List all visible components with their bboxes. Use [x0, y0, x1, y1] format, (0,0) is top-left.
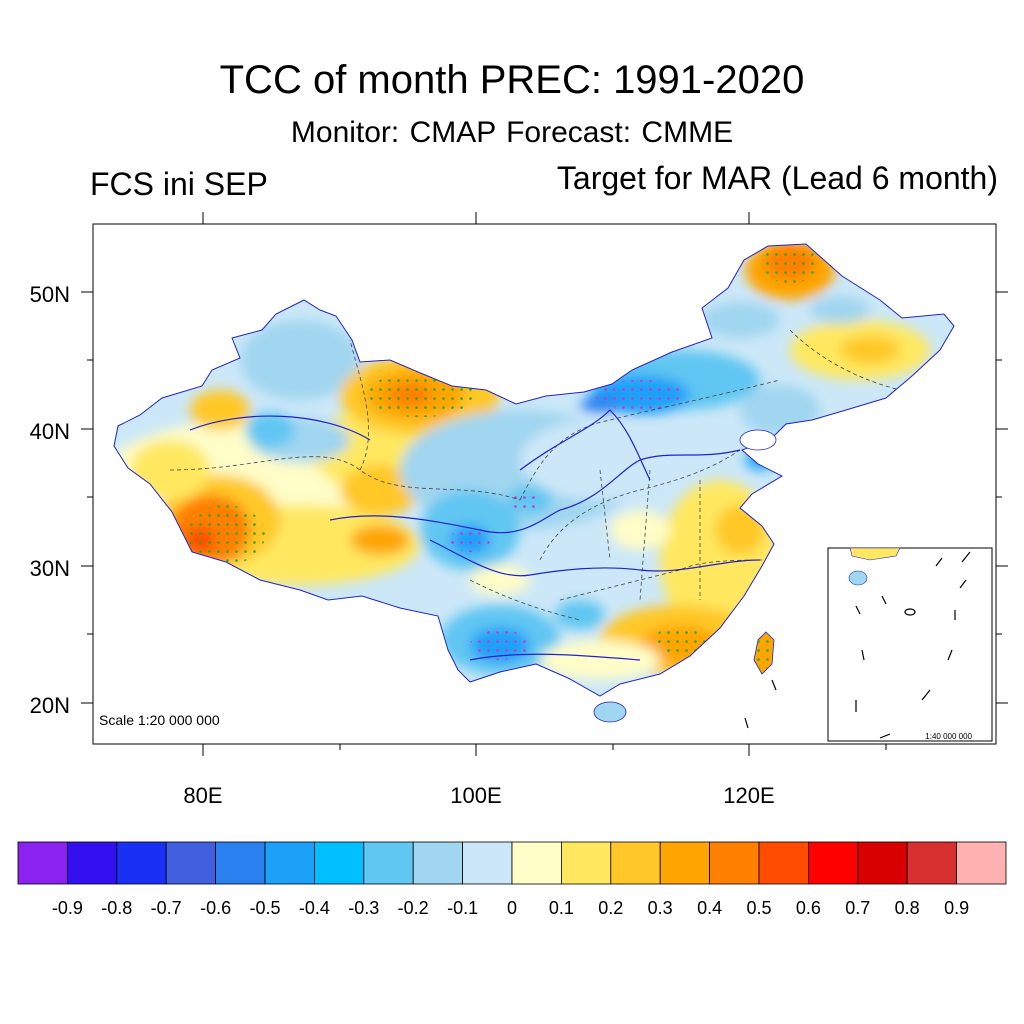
colorbar-label: -0.8 — [101, 898, 132, 918]
colorbar-swatch — [758, 841, 809, 885]
lat-label: 50N — [30, 282, 70, 307]
target-label: Target for MAR (Lead 6 month) — [556, 160, 998, 196]
colorbar-label: -0.3 — [348, 898, 379, 918]
colorbar-swatch — [67, 841, 118, 885]
colorbar-label: -0.2 — [398, 898, 429, 918]
south-china-sea-inset: 1:40 000 000 — [827, 547, 993, 742]
colorbar-label: -0.5 — [249, 898, 280, 918]
colorbar-label: 0.8 — [895, 898, 920, 918]
colorbar-label: -0.9 — [52, 898, 83, 918]
colorbar-swatch — [215, 841, 266, 885]
map-subtitle: Monitor: CMAP Forecast: CMME — [290, 116, 734, 149]
colorbar-swatch — [956, 841, 1007, 885]
lon-label: 100E — [450, 783, 501, 808]
map-title: TCC of month PREC: 1991-2020 — [219, 58, 805, 102]
colorbar-label: 0.2 — [598, 898, 623, 918]
colorbar-label: -0.6 — [200, 898, 231, 918]
colorbar-label: 0.3 — [648, 898, 673, 918]
colorbar-label: 0.7 — [845, 898, 870, 918]
colorbar-label: -0.4 — [299, 898, 330, 918]
colorbar-label: -0.1 — [447, 898, 478, 918]
taiwan-island — [753, 631, 775, 675]
lon-label: 80E — [183, 783, 222, 808]
colorbar-label: 0.6 — [796, 898, 821, 918]
colorbar-label: 0.5 — [746, 898, 771, 918]
hainan-island — [593, 701, 627, 723]
colorbar-swatch — [511, 841, 562, 885]
china-outline — [113, 243, 955, 697]
axis-ticks — [81, 212, 1008, 756]
map-scale: Scale 1:20 000 000 — [99, 712, 220, 728]
colorbar-swatch — [561, 841, 612, 885]
colorbar-swatch — [462, 841, 513, 885]
rivers — [189, 409, 761, 661]
colorbar-swatch — [857, 841, 908, 885]
colorbar-swatch — [313, 841, 365, 885]
colorbar-swatch — [412, 841, 464, 885]
colorbar-label: -0.7 — [151, 898, 182, 918]
inset-scale: 1:40 000 000 — [925, 732, 972, 741]
colorbar-swatch — [906, 841, 958, 885]
colorbar-swatch — [116, 841, 167, 885]
colorbar-label: 0.4 — [697, 898, 722, 918]
colorbar-swatch — [808, 841, 859, 885]
colorbar-swatch — [709, 841, 760, 885]
bohai-sea — [739, 429, 777, 451]
lat-label: 40N — [30, 419, 70, 444]
lat-label: 20N — [30, 693, 70, 718]
lon-label: 120E — [723, 783, 774, 808]
colorbar-label: 0.9 — [944, 898, 969, 918]
init-label: FCS ini SEP — [90, 166, 268, 202]
colorbar-swatch — [659, 841, 711, 885]
lat-label: 30N — [30, 556, 70, 581]
colorbar-swatch — [264, 841, 315, 885]
significance-dots — [185, 247, 820, 660]
colorbar-swatch — [363, 841, 414, 885]
colorbar-swatch — [17, 841, 68, 885]
colorbar: -0.9 -0.8 -0.7 -0.6 -0.5 -0.4 -0.3 -0.2 -0.1 0 0.1… — [17, 841, 1007, 918]
nine-dash-marks — [744, 679, 777, 729]
colorbar-swatch — [165, 841, 216, 885]
province-borders — [169, 329, 901, 621]
colorbar-swatch — [610, 841, 661, 885]
colorbar-label: 0.1 — [549, 898, 574, 918]
colorbar-label: 0 — [507, 898, 517, 918]
